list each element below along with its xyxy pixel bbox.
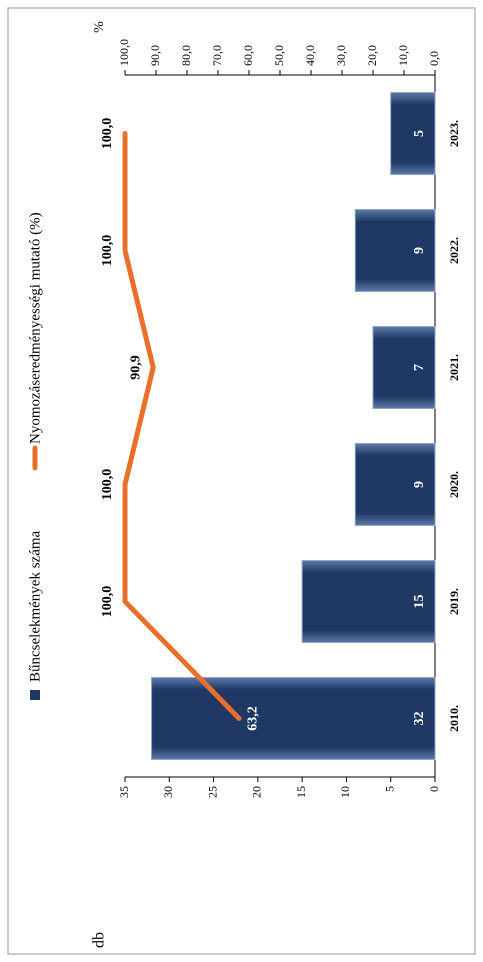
y-tick-label: 0 xyxy=(427,786,441,792)
line-value-label: 63,2 xyxy=(245,706,260,731)
x-tick-label: 2020. xyxy=(447,471,461,498)
y2-tick-label: 100,0 xyxy=(117,39,131,66)
bar-value-label: 9 xyxy=(412,481,427,488)
line-value-label: 100,0 xyxy=(100,469,115,501)
y-tick-label: 10 xyxy=(338,786,352,798)
y2-tick-label: 10,0 xyxy=(396,45,410,66)
bar-value-label: 7 xyxy=(412,364,427,371)
bar-value-label: 15 xyxy=(412,595,427,609)
y-tick-label: 20 xyxy=(250,786,264,798)
y-tick-label: 5 xyxy=(382,786,396,792)
line-value-label: 100,0 xyxy=(100,586,115,618)
bar-value-label: 5 xyxy=(412,130,427,137)
y-tick-label: 25 xyxy=(205,786,219,798)
y-tick-label: 30 xyxy=(161,786,175,798)
x-tick-label: 2019. xyxy=(447,588,461,615)
legend-label: Bűncselekmények száma xyxy=(27,530,43,682)
y2-tick-label: 70,0 xyxy=(210,45,224,66)
x-tick-label: 2022. xyxy=(447,237,461,264)
y2-tick-label: 30,0 xyxy=(334,45,348,66)
y2-axis-title: % xyxy=(92,21,107,33)
line-series xyxy=(122,131,242,721)
legend-label: Nyomozáseredményességi mutató (%) xyxy=(27,212,43,444)
bar xyxy=(390,92,436,175)
y2-tick-label: 40,0 xyxy=(303,45,317,66)
x-tick-label: 2023. xyxy=(447,120,461,147)
bar xyxy=(354,443,436,526)
y-tick-label: 35 xyxy=(117,786,131,798)
bar-value-label: 9 xyxy=(412,247,427,254)
y2-tick-label: 90,0 xyxy=(148,45,162,66)
line-value-label: 100,0 xyxy=(100,118,115,150)
y2-tick-label: 80,0 xyxy=(179,45,193,66)
y2-tick-label: 50,0 xyxy=(272,45,286,66)
bar xyxy=(151,677,436,760)
rotated-plot: 0 5 10 15 20 25 30 35 db 0,0 10,0 20,0 30,0 40,0 50,0 6… xyxy=(27,21,460,948)
line-value-label: 90,9 xyxy=(128,355,143,380)
legend-swatch xyxy=(30,690,40,700)
y-tick-label: 15 xyxy=(294,786,308,798)
bar xyxy=(354,209,436,292)
bar xyxy=(372,326,436,409)
bar xyxy=(301,560,436,643)
bar-value-label: 32 xyxy=(412,712,427,726)
y-axis-title: db xyxy=(91,932,108,948)
y2-tick-label: 20,0 xyxy=(365,45,379,66)
y2-tick-label: 0,0 xyxy=(427,51,441,66)
x-tick-label: 2021. xyxy=(447,354,461,381)
y2-tick-label: 60,0 xyxy=(241,45,255,66)
x-tick-label: 2010. xyxy=(447,705,461,732)
line-value-label: 100,0 xyxy=(100,235,115,267)
